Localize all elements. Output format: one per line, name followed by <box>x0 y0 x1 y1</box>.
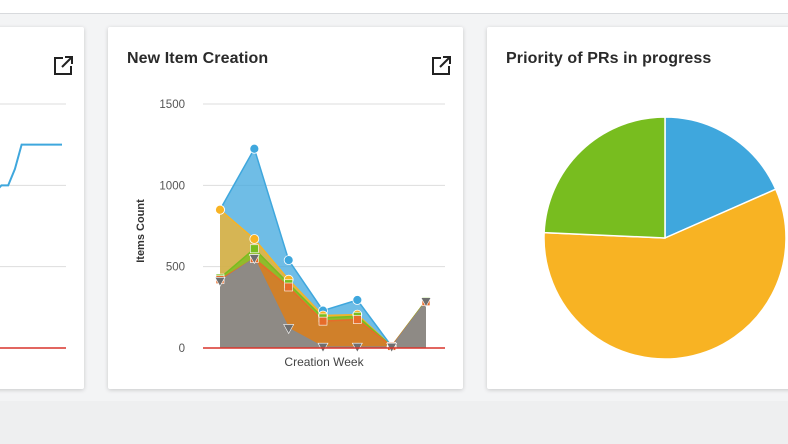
data-point <box>352 295 363 305</box>
data-point <box>214 277 226 287</box>
y-tick-label: 500 <box>166 262 185 274</box>
data-point <box>248 254 260 265</box>
y-tick-label: 1500 <box>159 99 185 111</box>
card-title: New Item Creation <box>127 50 269 67</box>
y-axis-label: Items Count <box>135 199 147 263</box>
card-new-item-creation: New Item Creation 0 500 1000 1500 Items Coun… <box>108 27 463 389</box>
top-bar <box>0 0 788 14</box>
data-point <box>283 324 295 335</box>
area-series-4 <box>220 258 426 348</box>
priority-pie-chart <box>543 116 787 360</box>
card-left-partial <box>0 27 84 389</box>
data-point <box>284 282 293 292</box>
data-point <box>249 143 260 154</box>
data-point <box>249 234 260 244</box>
data-point <box>250 244 259 254</box>
x-axis-label: Creation Week <box>284 355 364 369</box>
pie-slice-blue <box>664 116 777 240</box>
open-in-new-icon[interactable] <box>430 55 452 77</box>
data-point <box>283 255 294 266</box>
data-point <box>318 316 328 326</box>
new-item-creation-chart: 0 500 1000 1500 Items Count Creation Week <box>135 99 445 369</box>
left-line-chart <box>0 103 66 349</box>
pie-slice-orange <box>543 188 787 360</box>
series-line <box>0 143 62 189</box>
open-in-new-icon[interactable] <box>52 55 74 77</box>
data-point <box>215 204 225 215</box>
footer-area <box>0 401 788 444</box>
y-tick-label: 0 <box>179 343 185 355</box>
data-point <box>353 315 362 324</box>
y-tick-label: 1000 <box>159 180 185 192</box>
card-priority-prs: Priority of PRs in progress <box>487 27 788 389</box>
card-title: Priority of PRs in progress <box>506 50 712 67</box>
pie-slice-green <box>543 116 666 239</box>
data-point <box>420 297 432 308</box>
